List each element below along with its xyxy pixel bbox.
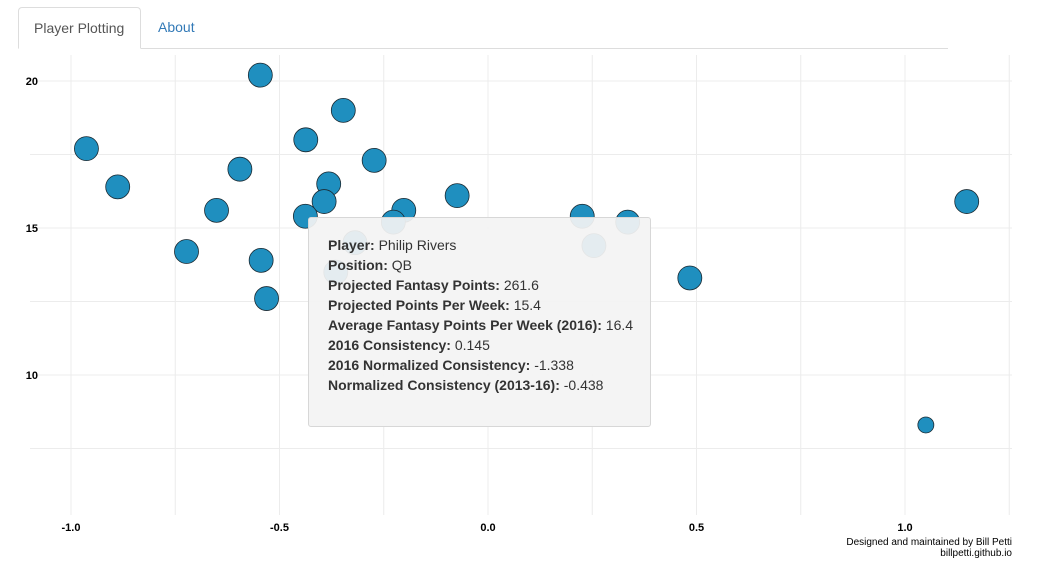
x-tick-label: 0.0: [480, 522, 495, 534]
player-point[interactable]: [247, 62, 273, 88]
credit-line-2: billpetti.github.io: [940, 548, 1012, 559]
y-tick-label: 15: [26, 223, 38, 235]
x-axis-ticks: -1.0 -0.5 0.0 0.5 1.0: [62, 522, 913, 534]
player-point[interactable]: [677, 265, 703, 291]
tab-about[interactable]: About: [158, 19, 195, 35]
player-point[interactable]: [361, 147, 387, 173]
tooltip-position: Position: QB: [328, 257, 413, 273]
tab-player-plotting[interactable]: Player Plotting: [18, 7, 141, 49]
player-point[interactable]: [330, 98, 356, 123]
player-point[interactable]: [204, 197, 229, 223]
player-point[interactable]: [954, 189, 980, 214]
player-point[interactable]: [293, 127, 319, 153]
player-point[interactable]: [174, 239, 199, 264]
y-axis-ticks: 10 15 20: [26, 76, 38, 382]
x-tick-label: 1.0: [897, 522, 912, 534]
player-tooltip: Player: Philip Rivers Position: QB Proje…: [308, 217, 651, 427]
x-tick-label: -1.0: [62, 522, 81, 534]
credit-line-1: Designed and maintained by Bill Petti: [846, 537, 1012, 548]
player-point[interactable]: [444, 183, 470, 209]
tooltip-consistency-2016: 2016 Consistency: 0.145: [328, 337, 490, 353]
y-tick-label: 20: [26, 76, 38, 88]
tooltip-average-2016: Average Fantasy Points Per Week (2016): …: [328, 317, 634, 333]
player-point[interactable]: [254, 286, 279, 311]
tooltip-player: Player: Philip Rivers: [328, 237, 457, 253]
tooltip-normalized-2016: 2016 Normalized Consistency: -1.338: [328, 357, 574, 373]
x-tick-label: -0.5: [270, 522, 289, 534]
player-point[interactable]: [917, 416, 935, 434]
tooltip-projected-points: Projected Fantasy Points: 261.6: [328, 277, 539, 293]
tooltip-normalized-2013-16: Normalized Consistency (2013-16): -0.438: [328, 377, 604, 393]
tooltip-points-per-week: Projected Points Per Week: 15.4: [328, 297, 541, 313]
player-point[interactable]: [248, 247, 274, 273]
x-tick-label: 0.5: [689, 522, 704, 534]
player-point[interactable]: [105, 174, 131, 200]
player-point[interactable]: [74, 136, 99, 162]
player-point[interactable]: [227, 156, 253, 182]
player-point[interactable]: [311, 189, 337, 214]
y-tick-label: 10: [26, 370, 38, 382]
tab-bar: Player Plotting About: [18, 7, 948, 49]
